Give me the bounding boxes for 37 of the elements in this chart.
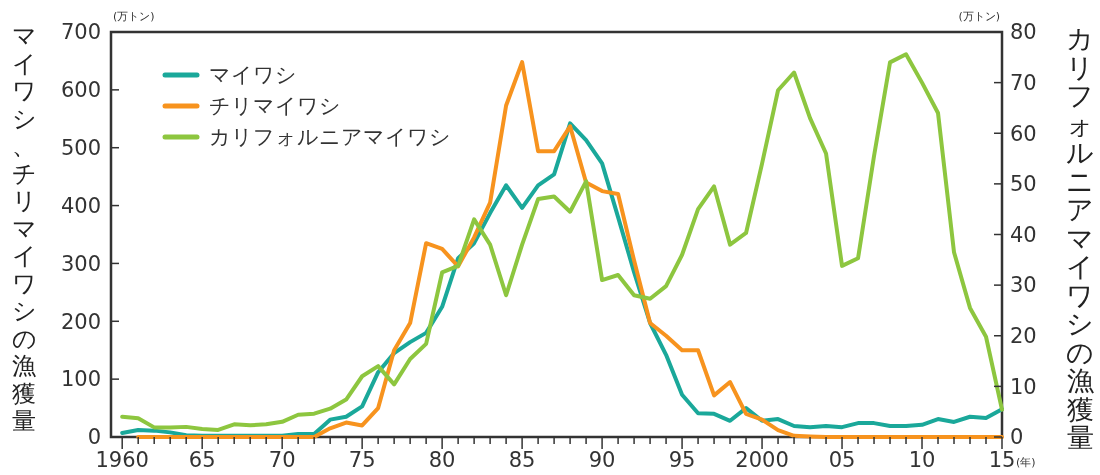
y-tick-label: 0 (87, 425, 101, 450)
x-tick-label: 90 (588, 448, 616, 472)
y2-tick-label: 60 (1010, 121, 1037, 146)
y-tick-label: 400 (60, 193, 101, 218)
y2-tick-label: 30 (1010, 273, 1037, 298)
text: マイワシ、チリマイワシの漁獲量 (11, 22, 37, 435)
y-tick-label: 300 (60, 251, 101, 276)
y-tick-label: 600 (60, 78, 101, 103)
x-tick-label: 15 (988, 448, 1016, 472)
text: (万トン) (958, 10, 1000, 23)
y-tick-label: 500 (60, 136, 101, 161)
x-tick-label: 2000 (735, 448, 789, 472)
text: (万トン) (113, 10, 155, 23)
y2-tick-label: 0 (1010, 425, 1024, 450)
x-tick-label: 10 (908, 448, 936, 472)
y2-tick-label: 40 (1010, 222, 1037, 247)
y2-tick-label: 50 (1010, 172, 1037, 197)
text: カリフォルニアマイワシの漁獲量 (1066, 23, 1094, 453)
x-tick-label: 1960 (95, 448, 149, 472)
y2-tick-label: 20 (1010, 324, 1037, 349)
x-axis-title: (年) (1016, 456, 1036, 469)
y2-tick-label: 10 (1010, 374, 1037, 399)
y2-tick-label: 70 (1010, 70, 1037, 95)
x-tick-label: 80 (428, 448, 456, 472)
y-tick-label: 200 (60, 309, 101, 334)
legend-label: チリマイワシ (209, 94, 341, 119)
x-tick-label: 75 (348, 448, 376, 472)
y-tick-label: 700 (60, 20, 101, 45)
y2-tick-label: 80 (1010, 20, 1037, 45)
x-tick-label: 95 (668, 448, 696, 472)
legend-label: マイワシ (209, 63, 297, 88)
x-tick-label: 65 (188, 448, 216, 472)
y-tick-label: 100 (60, 367, 101, 392)
x-tick-label: 05 (828, 448, 856, 472)
legend-label: カリフォルニアマイワシ (209, 125, 451, 150)
x-tick-label: 70 (268, 448, 296, 472)
x-tick-label: 85 (508, 448, 536, 472)
